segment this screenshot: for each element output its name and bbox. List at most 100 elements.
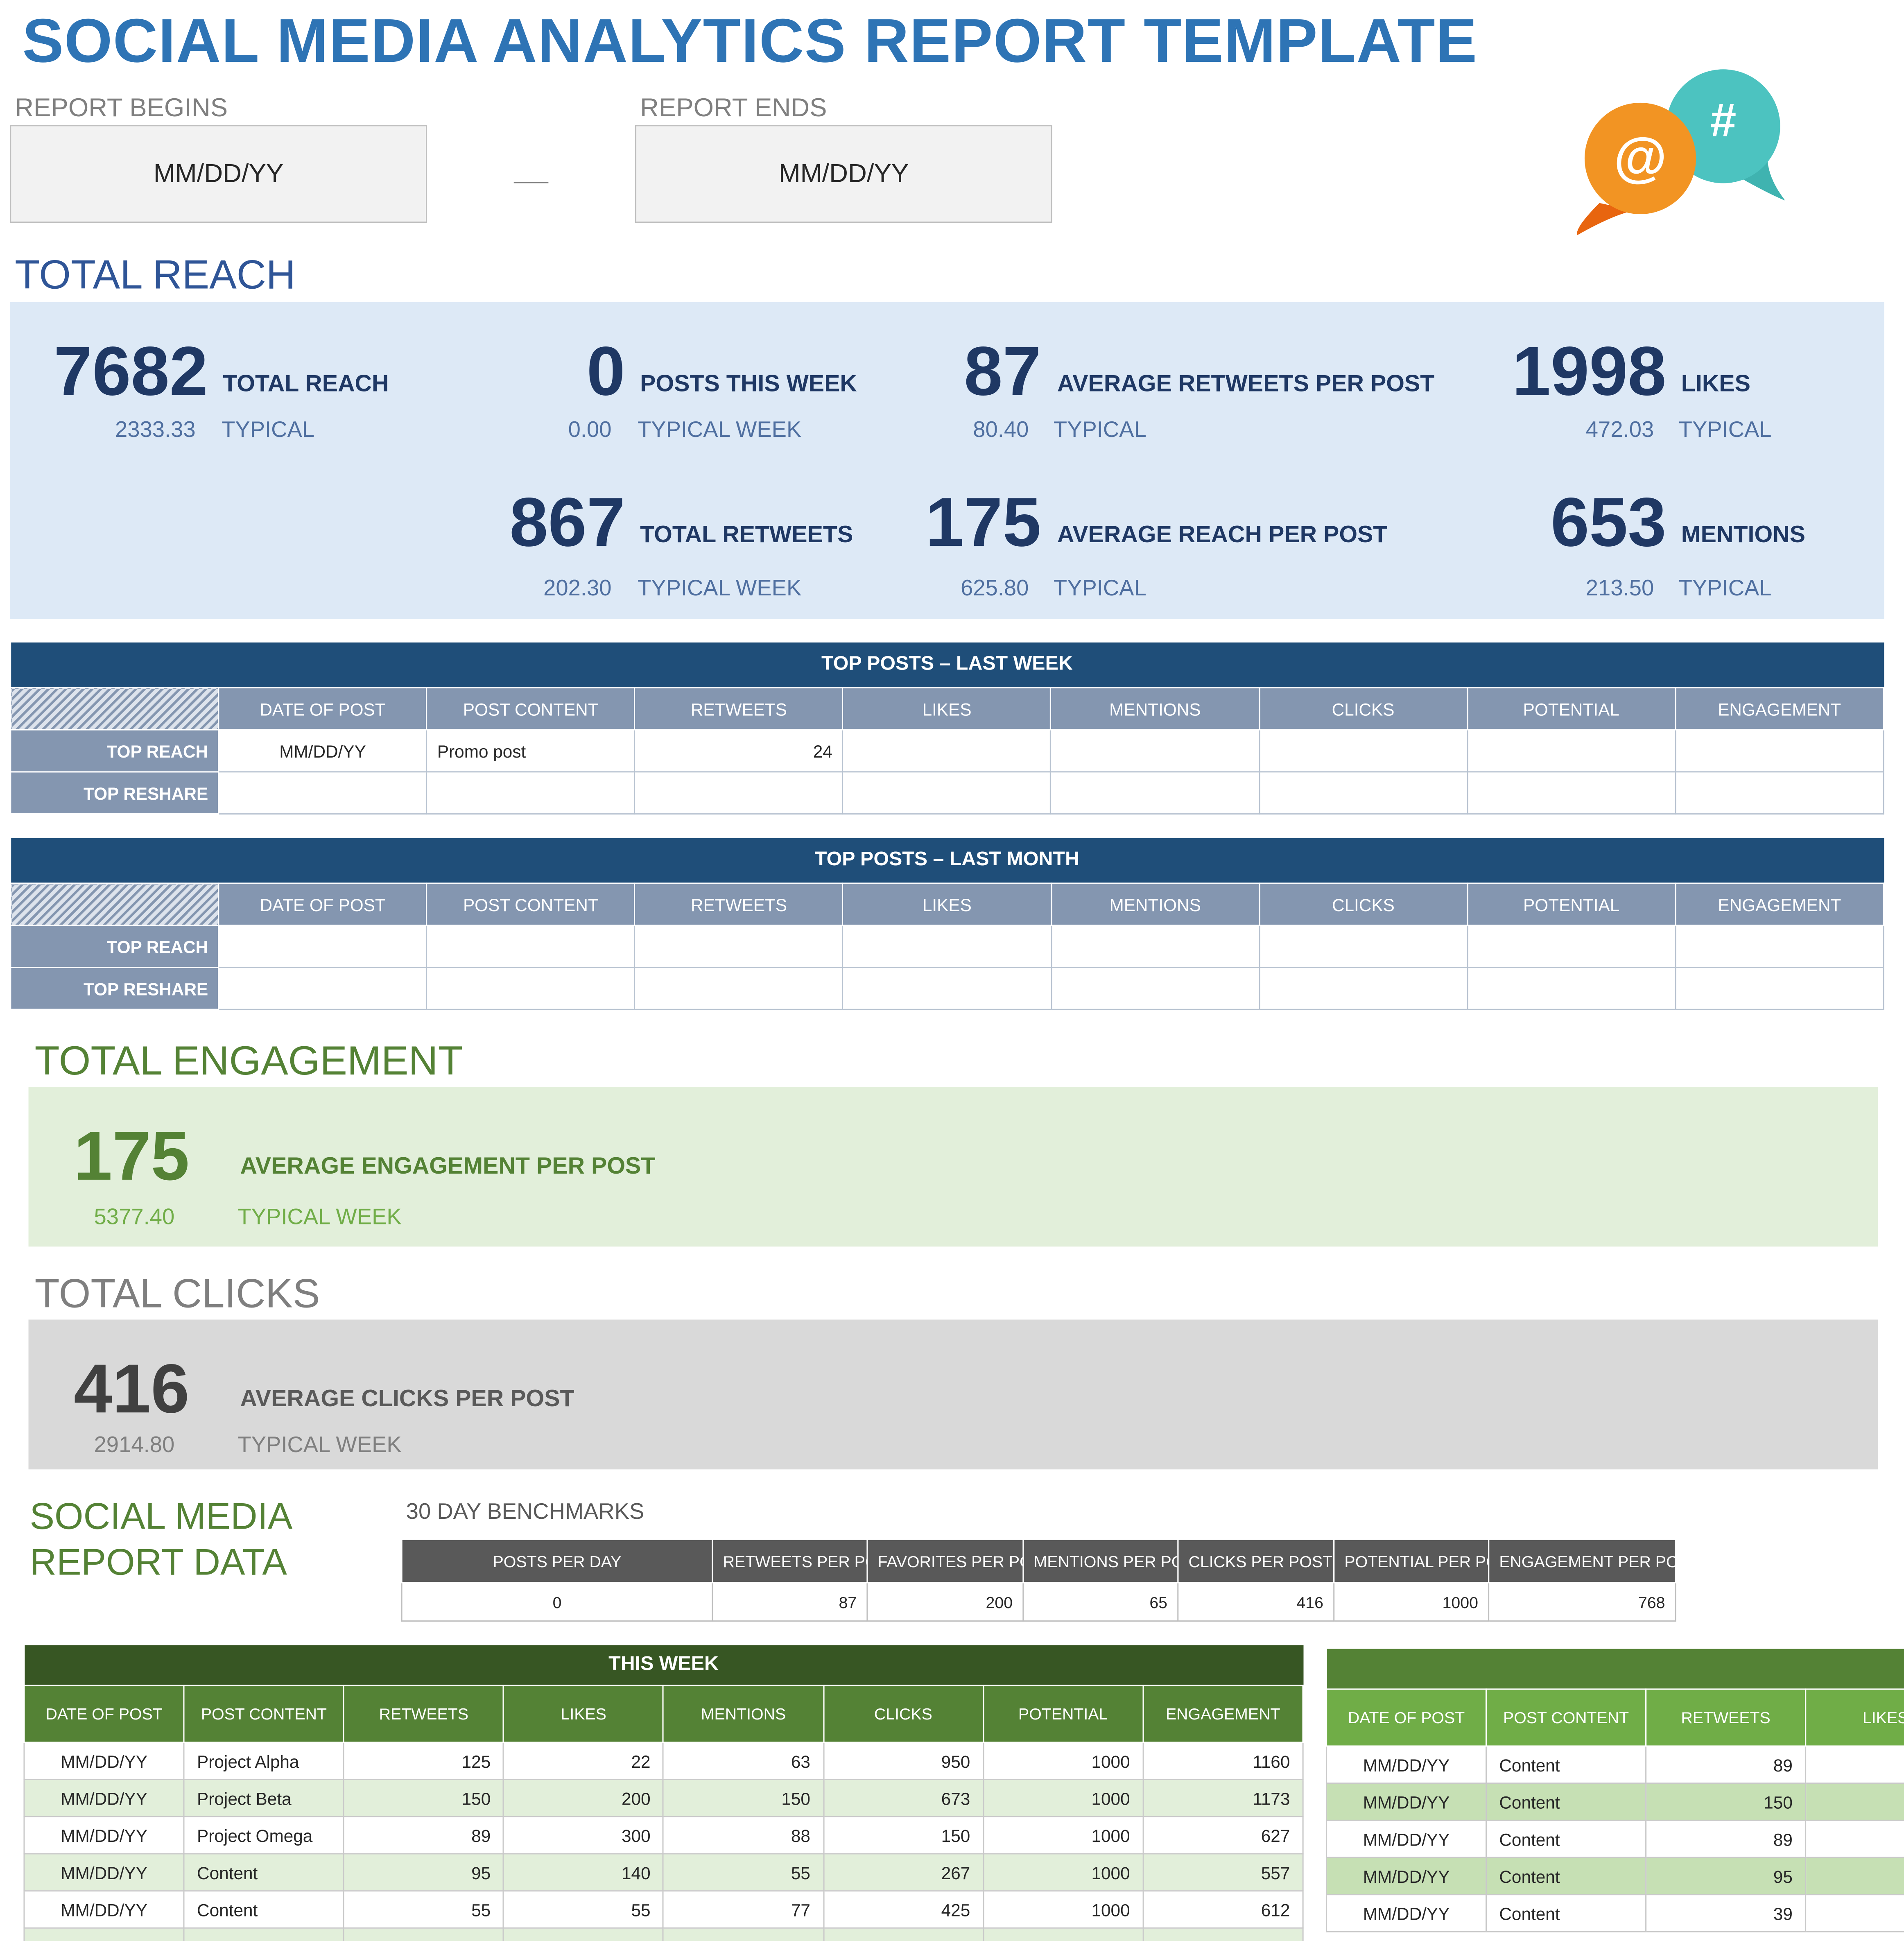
- table-cell[interactable]: Promo post: [426, 729, 635, 773]
- table-cell[interactable]: MM/DD/YY: [23, 1742, 185, 1780]
- table-cell[interactable]: MM/DD/YY: [1326, 1745, 1487, 1784]
- table-cell[interactable]: MM/DD/YY: [1326, 1857, 1487, 1896]
- table-cell[interactable]: 88: [663, 1816, 824, 1855]
- table-cell[interactable]: Content: [1486, 1783, 1647, 1821]
- table-cell[interactable]: MM/DD/YY: [1326, 1819, 1487, 1858]
- table-cell[interactable]: [1467, 925, 1676, 968]
- table-cell[interactable]: [1674, 729, 1884, 773]
- table-cell[interactable]: [1674, 771, 1884, 815]
- table-cell[interactable]: MM/DD/YY: [1326, 1783, 1487, 1821]
- table-cell[interactable]: [503, 1927, 664, 1941]
- table-cell[interactable]: [1805, 1857, 1904, 1896]
- table-cell[interactable]: Project Beta: [183, 1779, 345, 1817]
- table-cell[interactable]: [1466, 771, 1676, 815]
- table-cell[interactable]: MM/DD/YY: [218, 729, 427, 773]
- table-cell[interactable]: [426, 966, 635, 1010]
- table-cell[interactable]: Project Alpha: [183, 1742, 345, 1780]
- table-cell[interactable]: 300: [503, 1816, 664, 1855]
- table-cell[interactable]: [1050, 925, 1260, 968]
- table-cell[interactable]: MM/DD/YY: [23, 1853, 185, 1892]
- table-cell[interactable]: Content: [1486, 1894, 1647, 1932]
- table-cell[interactable]: 77: [663, 1890, 824, 1929]
- table-cell[interactable]: 1000: [982, 1742, 1144, 1780]
- table-cell[interactable]: [1258, 966, 1468, 1010]
- table-cell[interactable]: 150: [663, 1779, 824, 1817]
- table-cell[interactable]: 125: [343, 1742, 504, 1780]
- table-cell[interactable]: 55: [663, 1853, 824, 1892]
- table-cell[interactable]: 22: [503, 1742, 664, 1780]
- table-cell[interactable]: 150: [343, 1779, 504, 1817]
- table-cell[interactable]: [982, 1927, 1144, 1941]
- table-cell[interactable]: [842, 771, 1052, 815]
- table-cell[interactable]: 950: [823, 1742, 984, 1780]
- table-cell[interactable]: [1258, 729, 1468, 773]
- table-cell[interactable]: 39: [1645, 1894, 1807, 1932]
- table-cell[interactable]: 55: [343, 1890, 504, 1929]
- table-cell[interactable]: Project Omega: [183, 1816, 345, 1855]
- table-cell[interactable]: [343, 1927, 504, 1941]
- table-cell[interactable]: 1000: [982, 1779, 1144, 1817]
- table-cell[interactable]: [634, 771, 844, 815]
- table-cell[interactable]: Content: [183, 1853, 345, 1892]
- table-cell[interactable]: 627: [1142, 1816, 1304, 1855]
- table-cell[interactable]: 95: [343, 1853, 504, 1892]
- table-cell[interactable]: MM/DD/YY: [23, 1890, 185, 1929]
- table-cell[interactable]: [218, 966, 427, 1010]
- table-cell[interactable]: [218, 925, 427, 968]
- table-cell[interactable]: [842, 729, 1052, 773]
- table-cell[interactable]: 267: [823, 1853, 984, 1892]
- table-cell[interactable]: 612: [1142, 1890, 1304, 1929]
- table-cell[interactable]: 89: [1645, 1819, 1807, 1858]
- table-cell[interactable]: [1805, 1745, 1904, 1784]
- table-cell[interactable]: [1805, 1819, 1904, 1858]
- table-cell[interactable]: 89: [1645, 1745, 1807, 1784]
- table-cell[interactable]: 1173: [1142, 1779, 1304, 1817]
- table-cell[interactable]: Content: [1486, 1857, 1647, 1896]
- table-cell[interactable]: Content: [183, 1890, 345, 1929]
- table-cell[interactable]: [1258, 771, 1468, 815]
- table-cell[interactable]: 55: [503, 1890, 664, 1929]
- table-cell[interactable]: 63: [663, 1742, 824, 1780]
- table-cell[interactable]: [1467, 966, 1676, 1010]
- table-cell[interactable]: [634, 966, 844, 1010]
- table-cell[interactable]: 1000: [982, 1890, 1144, 1929]
- table-cell[interactable]: Content: [1486, 1745, 1647, 1784]
- table-cell[interactable]: [183, 1927, 345, 1941]
- table-cell[interactable]: MM/DD/YY: [1326, 1894, 1487, 1932]
- table-cell[interactable]: [1050, 729, 1260, 773]
- table-cell[interactable]: 95: [1645, 1857, 1807, 1896]
- table-cell[interactable]: 150: [823, 1816, 984, 1855]
- table-cell[interactable]: [1805, 1894, 1904, 1932]
- table-cell[interactable]: [1258, 925, 1468, 968]
- table-cell[interactable]: 24: [634, 729, 844, 773]
- table-cell[interactable]: [1142, 1927, 1304, 1941]
- table-cell[interactable]: MM/DD/YY: [23, 1779, 185, 1817]
- table-cell[interactable]: [1466, 729, 1676, 773]
- table-cell[interactable]: [842, 925, 1052, 968]
- table-cell[interactable]: [663, 1927, 824, 1941]
- table-cell[interactable]: [1675, 966, 1884, 1010]
- table-cell[interactable]: [1050, 966, 1260, 1010]
- table-cell[interactable]: 140: [503, 1853, 664, 1892]
- table-cell[interactable]: 425: [823, 1890, 984, 1929]
- table-cell[interactable]: [23, 1927, 185, 1941]
- table-cell[interactable]: [1805, 1783, 1904, 1821]
- table-cell[interactable]: 1000: [982, 1816, 1144, 1855]
- table-cell[interactable]: 673: [823, 1779, 984, 1817]
- table-cell[interactable]: [1675, 925, 1884, 968]
- table-cell[interactable]: [842, 966, 1052, 1010]
- report-ends-field[interactable]: MM/DD/YY: [635, 125, 1052, 223]
- table-cell[interactable]: 1000: [982, 1853, 1144, 1892]
- report-begins-field[interactable]: MM/DD/YY: [10, 125, 427, 223]
- table-cell[interactable]: 150: [1645, 1783, 1807, 1821]
- table-cell[interactable]: 89: [343, 1816, 504, 1855]
- table-cell[interactable]: Content: [1486, 1819, 1647, 1858]
- table-cell[interactable]: [634, 925, 844, 968]
- table-cell[interactable]: [823, 1927, 984, 1941]
- table-cell[interactable]: [426, 771, 635, 815]
- table-cell[interactable]: 200: [503, 1779, 664, 1817]
- table-cell[interactable]: 1160: [1142, 1742, 1304, 1780]
- table-cell[interactable]: MM/DD/YY: [23, 1816, 185, 1855]
- table-cell[interactable]: [426, 925, 635, 968]
- table-cell[interactable]: [218, 771, 427, 815]
